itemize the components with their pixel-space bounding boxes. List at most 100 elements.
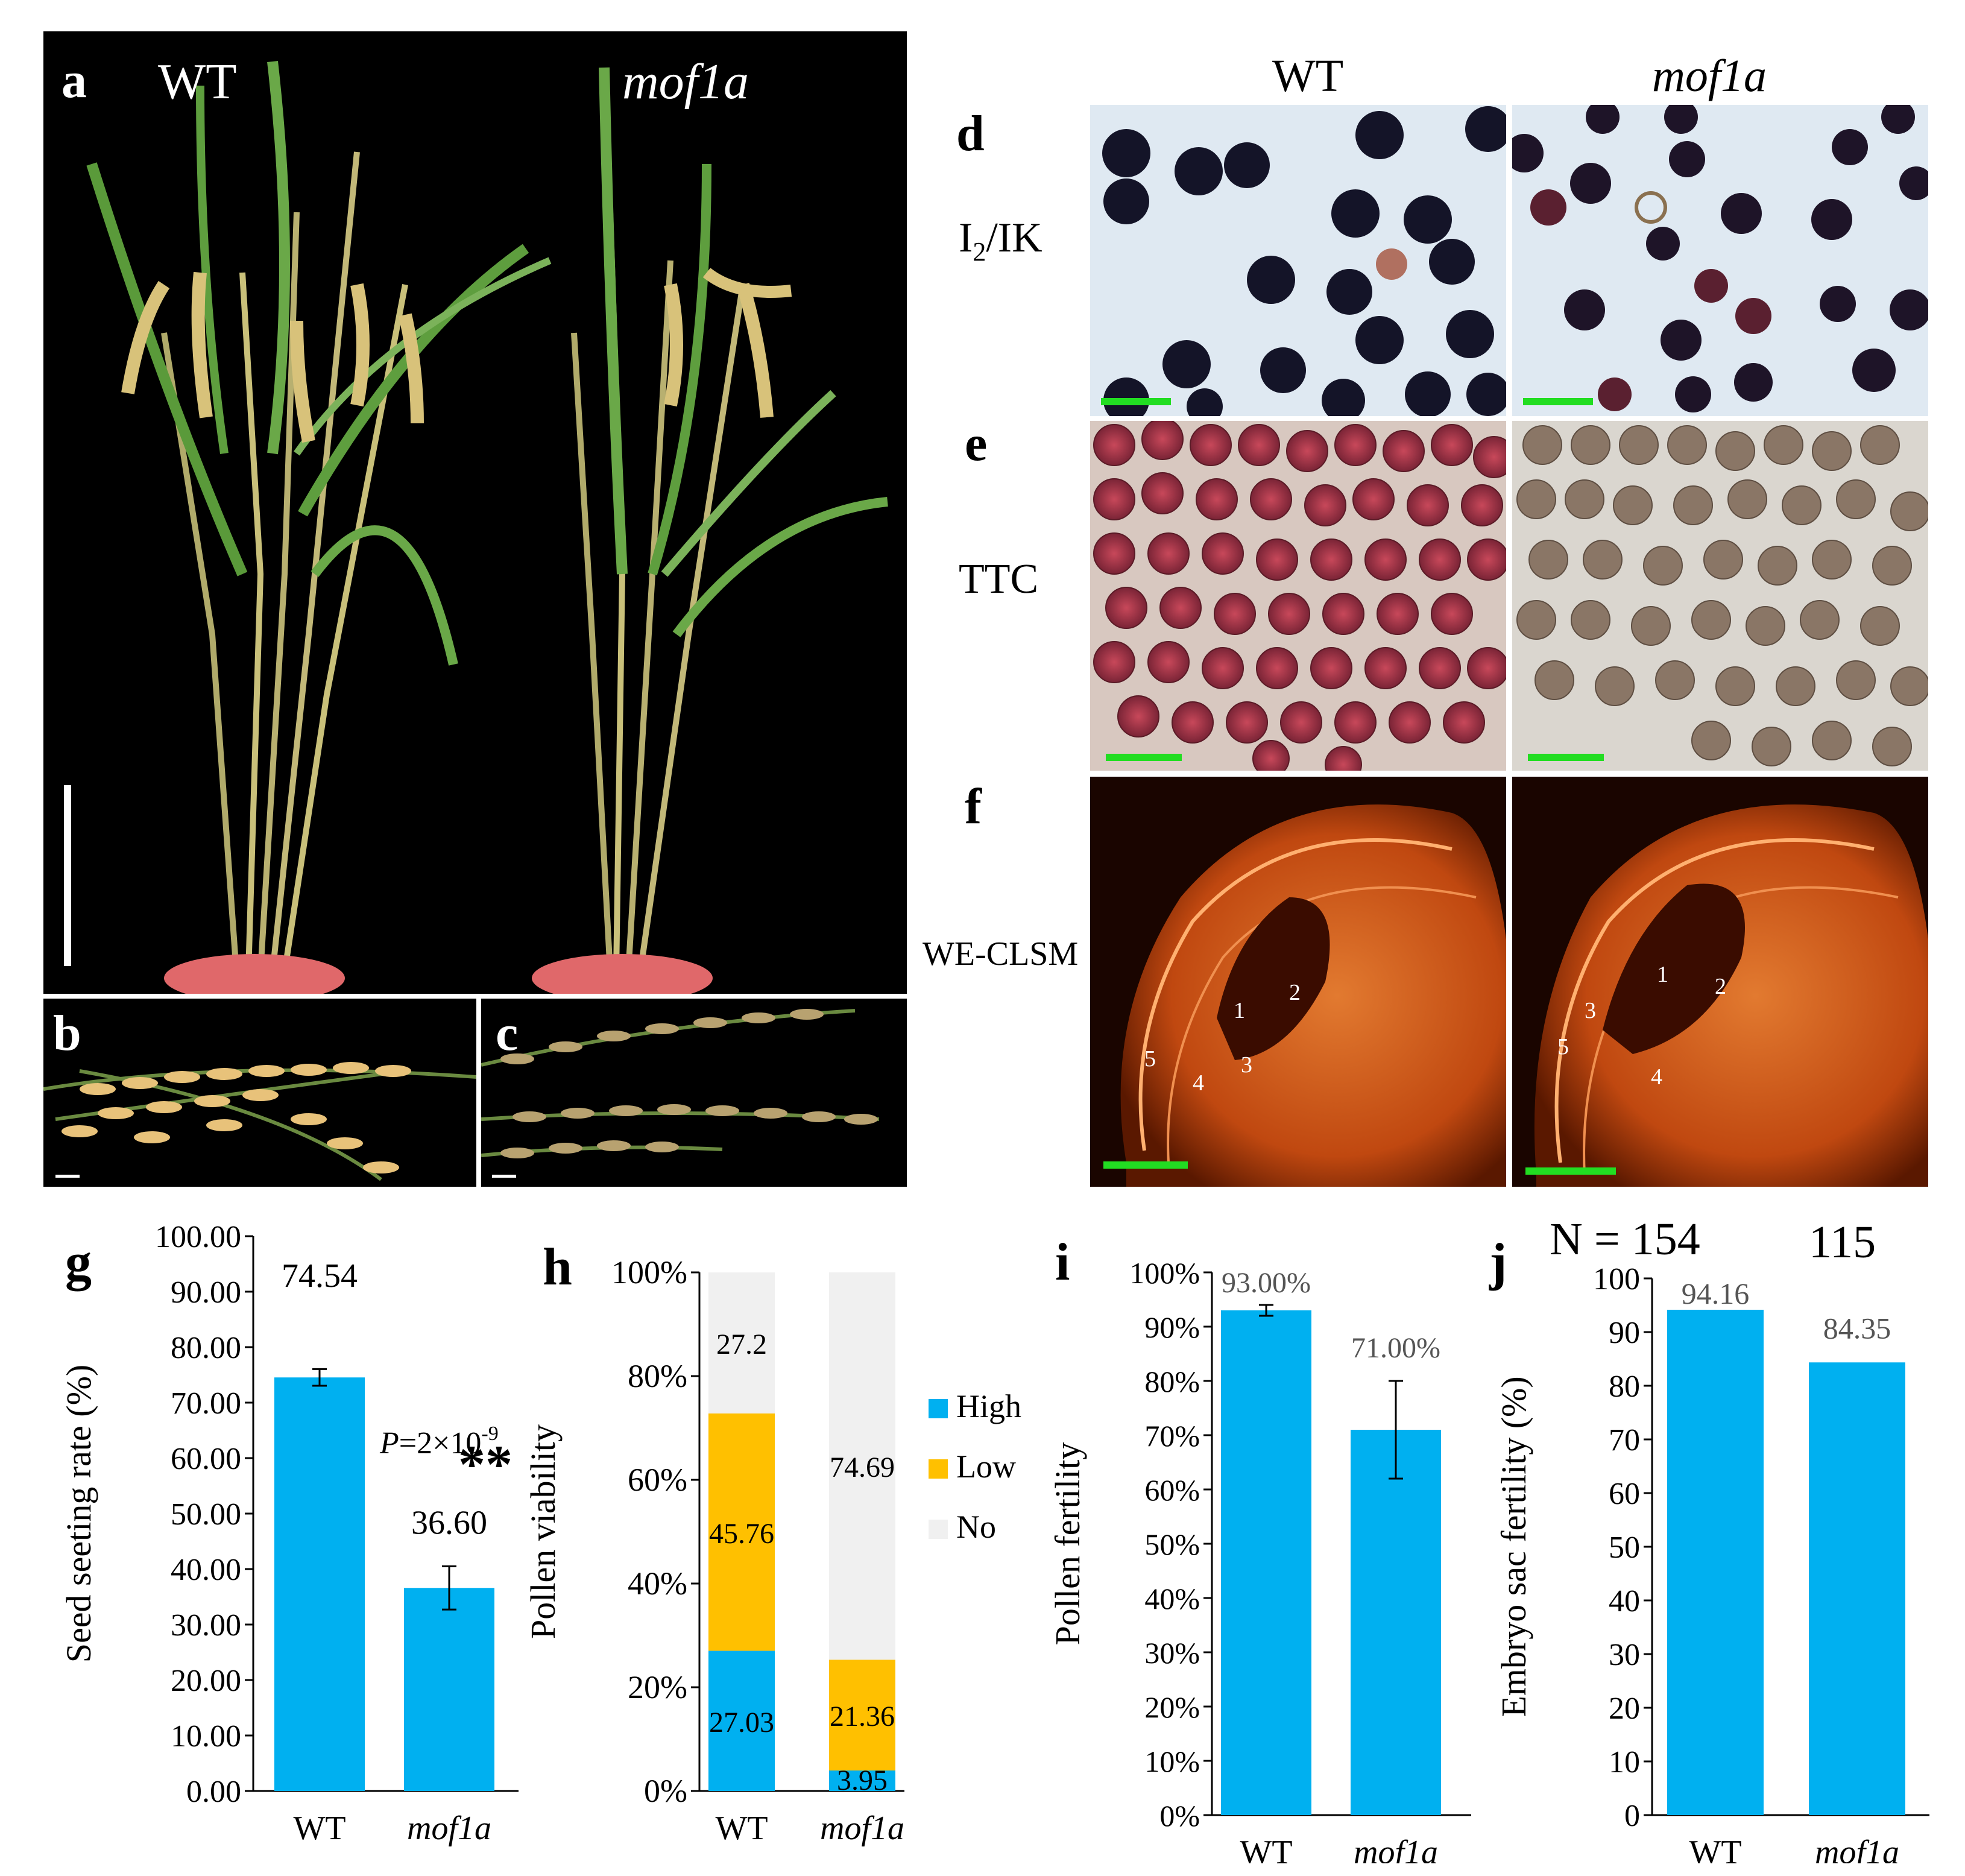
scale-bar	[64, 785, 71, 966]
clsm-mark: 1	[1234, 998, 1245, 1023]
x-tick-label: WT	[715, 1810, 768, 1847]
row-label-we-clsm: WE-CLSM	[923, 935, 1079, 973]
y-tick-label: 20.00	[171, 1664, 241, 1698]
y-tick-label: 80%	[1144, 1365, 1200, 1398]
y-tick-label: 80	[1609, 1369, 1640, 1404]
bar	[1667, 1309, 1764, 1815]
y-tick-label: 20	[1609, 1691, 1640, 1726]
y-tick-label: 10.00	[171, 1719, 241, 1754]
clsm-mark: 5	[1557, 1034, 1569, 1060]
y-tick-label: 50.00	[171, 1497, 241, 1532]
row-label-i2-ik: I2/IK	[959, 217, 1042, 265]
clsm-mutant-micrograph: 1 2 3 4 5	[1512, 777, 1928, 1187]
chart-h-container: h 0% 20% 40% 60% 80% 100% Pollen viability 27.0…	[525, 1212, 1043, 1863]
x-tick-label: mof1a	[1354, 1834, 1438, 1863]
bar	[1351, 1430, 1441, 1815]
y-axis-label: Seed seeting rate (%)	[59, 1365, 98, 1663]
seed-setting-chart: 0.00 10.00 20.00 30.00 40.00 50.00 60.00 70.00 8…	[59, 1220, 519, 1847]
panel-letter-g: g	[65, 1233, 92, 1292]
pollen-viability-chart: 0% 20% 40% 60% 80% 100% Pollen viability 27.03 4…	[525, 1254, 1021, 1847]
micrograph-mutant-column-label: mof1a	[1652, 51, 1767, 101]
panel-letter-b: b	[53, 1005, 81, 1061]
wt-plant	[86, 60, 552, 994]
y-tick-label: 100.00	[155, 1220, 241, 1254]
panel-letter-i: i	[1055, 1233, 1070, 1292]
scale-bar	[1103, 1161, 1188, 1169]
stain-label-sub: 2	[973, 237, 986, 267]
p-value-text: =2×10	[399, 1426, 482, 1461]
legend-swatch-high	[929, 1399, 948, 1418]
legend-swatch-no	[929, 1520, 948, 1539]
y-axis-label: Pollen viability	[525, 1424, 563, 1639]
data-label: 74.69	[830, 1451, 895, 1483]
panel-letter-a: a	[62, 52, 87, 109]
y-tick-label: 100	[1593, 1262, 1640, 1296]
y-axis-label: Pollen fertility	[1048, 1442, 1087, 1646]
ttc-mutant-micrograph	[1512, 421, 1928, 771]
y-tick-label: 90%	[1144, 1310, 1200, 1344]
y-tick-label: 80%	[628, 1358, 687, 1394]
scale-bar	[55, 1175, 80, 1178]
y-tick-label: 40.00	[171, 1553, 241, 1587]
bar-segment-low	[829, 1660, 895, 1771]
panel-letter-d: d	[956, 106, 985, 162]
p-value-prefix: P	[379, 1426, 399, 1461]
x-tick-label: WT	[1240, 1834, 1292, 1863]
y-tick-label: 60.00	[171, 1442, 241, 1476]
clsm-mark: 4	[1193, 1070, 1204, 1096]
wt-label: WT	[158, 54, 237, 110]
bar	[404, 1588, 494, 1791]
data-label: 27.2	[716, 1328, 767, 1360]
y-tick-label: 10	[1609, 1745, 1640, 1780]
y-tick-label: 20%	[1144, 1690, 1200, 1724]
data-label: 93.00%	[1222, 1267, 1311, 1299]
mutant-label: mof1a	[622, 54, 749, 110]
mutant-plant	[532, 67, 888, 994]
data-label: 74.54	[282, 1257, 358, 1295]
y-tick-label: 20%	[628, 1669, 687, 1705]
y-axis-label: Embryo sac fertility (%)	[1494, 1376, 1533, 1717]
wt-panicle-illustration	[43, 1062, 476, 1181]
y-tick-label: 50	[1609, 1530, 1640, 1565]
x-tick-label: mof1a	[1815, 1834, 1899, 1863]
panel-letter-f: f	[965, 779, 982, 835]
ttc-wt-micrograph	[1090, 421, 1506, 771]
scale-bar	[1106, 754, 1182, 761]
y-tick-label: 10%	[1144, 1745, 1200, 1778]
legend-swatch-low	[929, 1459, 948, 1479]
bar-segment-low	[708, 1413, 775, 1651]
y-tick-label: 0%	[644, 1773, 687, 1809]
y-tick-label: 60	[1609, 1477, 1640, 1511]
significance-marker: **	[458, 1435, 513, 1494]
data-label: 94.16	[1682, 1277, 1750, 1310]
y-tick-label: 50%	[1144, 1527, 1200, 1561]
y-tick-label: 30	[1609, 1638, 1640, 1672]
y-tick-label: 100%	[1129, 1256, 1200, 1290]
sample-size-label-2: 115	[1809, 1217, 1876, 1268]
clsm-mark: 5	[1144, 1046, 1156, 1072]
x-tick-label: WT	[293, 1810, 345, 1847]
y-tick-label: 100%	[611, 1254, 687, 1290]
scale-bar	[1525, 1167, 1616, 1175]
clsm-mark: 4	[1651, 1064, 1662, 1090]
y-tick-label: 80.00	[171, 1331, 241, 1365]
data-label: 71.00%	[1351, 1332, 1440, 1364]
ttc-mutant-pollen	[1516, 425, 1928, 766]
chart-g-container: g 0.00 10.00 20.00 30.00 40.00 50.00 60.00 70.0…	[48, 1212, 543, 1863]
clsm-wt-ovule: 1 2 3 4 5	[1103, 804, 1506, 1187]
panel-letter-h: h	[543, 1238, 572, 1296]
scale-bar	[492, 1175, 516, 1178]
y-tick-label: 70.00	[171, 1386, 241, 1421]
stain-label-main: I	[959, 215, 973, 261]
data-label: 84.35	[1823, 1311, 1891, 1345]
panel-letter-j: j	[1489, 1233, 1507, 1292]
y-tick-label: 70	[1609, 1423, 1640, 1458]
x-tick-label: WT	[1689, 1834, 1741, 1863]
bar	[1809, 1362, 1905, 1815]
i2ik-mutant-micrograph	[1512, 105, 1928, 416]
data-label: 36.60	[411, 1504, 487, 1541]
data-label: 45.76	[709, 1518, 774, 1550]
bar	[274, 1377, 365, 1791]
y-tick-label: 90	[1609, 1316, 1640, 1350]
x-tick-label: mof1a	[820, 1810, 904, 1847]
